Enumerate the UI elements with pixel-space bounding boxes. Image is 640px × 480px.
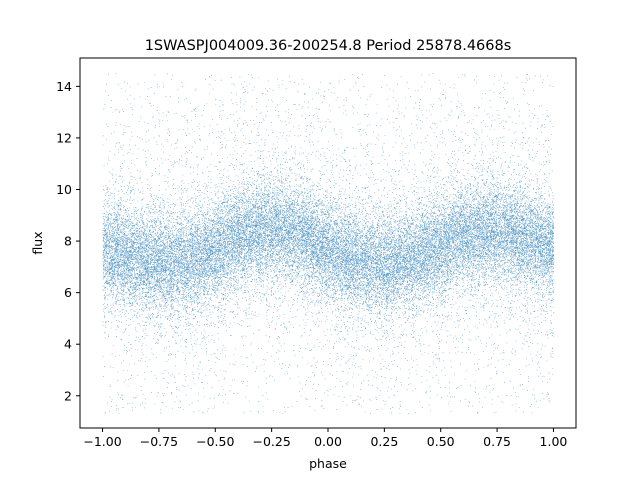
x-tick-label: −0.50 xyxy=(196,434,234,449)
y-tick-label: 10 xyxy=(56,182,72,197)
x-tick-label: 0.25 xyxy=(370,434,398,449)
x-tick-label: 0.50 xyxy=(427,434,455,449)
scatter-series-points xyxy=(102,73,555,415)
y-tick-label: 12 xyxy=(56,130,72,145)
x-tick-label: 0.00 xyxy=(314,434,342,449)
x-tick-label: −0.25 xyxy=(252,434,290,449)
x-tick-label: −0.75 xyxy=(140,434,178,449)
y-tick-label: 6 xyxy=(64,285,72,300)
chart-title: 1SWASPJ004009.36-200254.8 Period 25878.4… xyxy=(145,38,512,54)
x-tick-label: −1.00 xyxy=(83,434,121,449)
y-tick-label: 2 xyxy=(64,388,72,403)
y-tick-label: 4 xyxy=(64,337,72,352)
scatter-points xyxy=(102,73,555,415)
y-axis-label: flux xyxy=(30,231,45,254)
x-tick-label: 0.75 xyxy=(483,434,511,449)
x-axis-label: phase xyxy=(309,456,347,471)
y-axis: 2 4 6 8 10 12 14 xyxy=(56,79,80,403)
x-axis: −1.00 −0.75 −0.50 −0.25 0.00 0.25 0.50 0.75 1.00 xyxy=(83,428,567,449)
x-tick-label: 1.00 xyxy=(540,434,568,449)
y-tick-label: 14 xyxy=(56,79,72,94)
y-tick-label: 8 xyxy=(64,234,72,249)
